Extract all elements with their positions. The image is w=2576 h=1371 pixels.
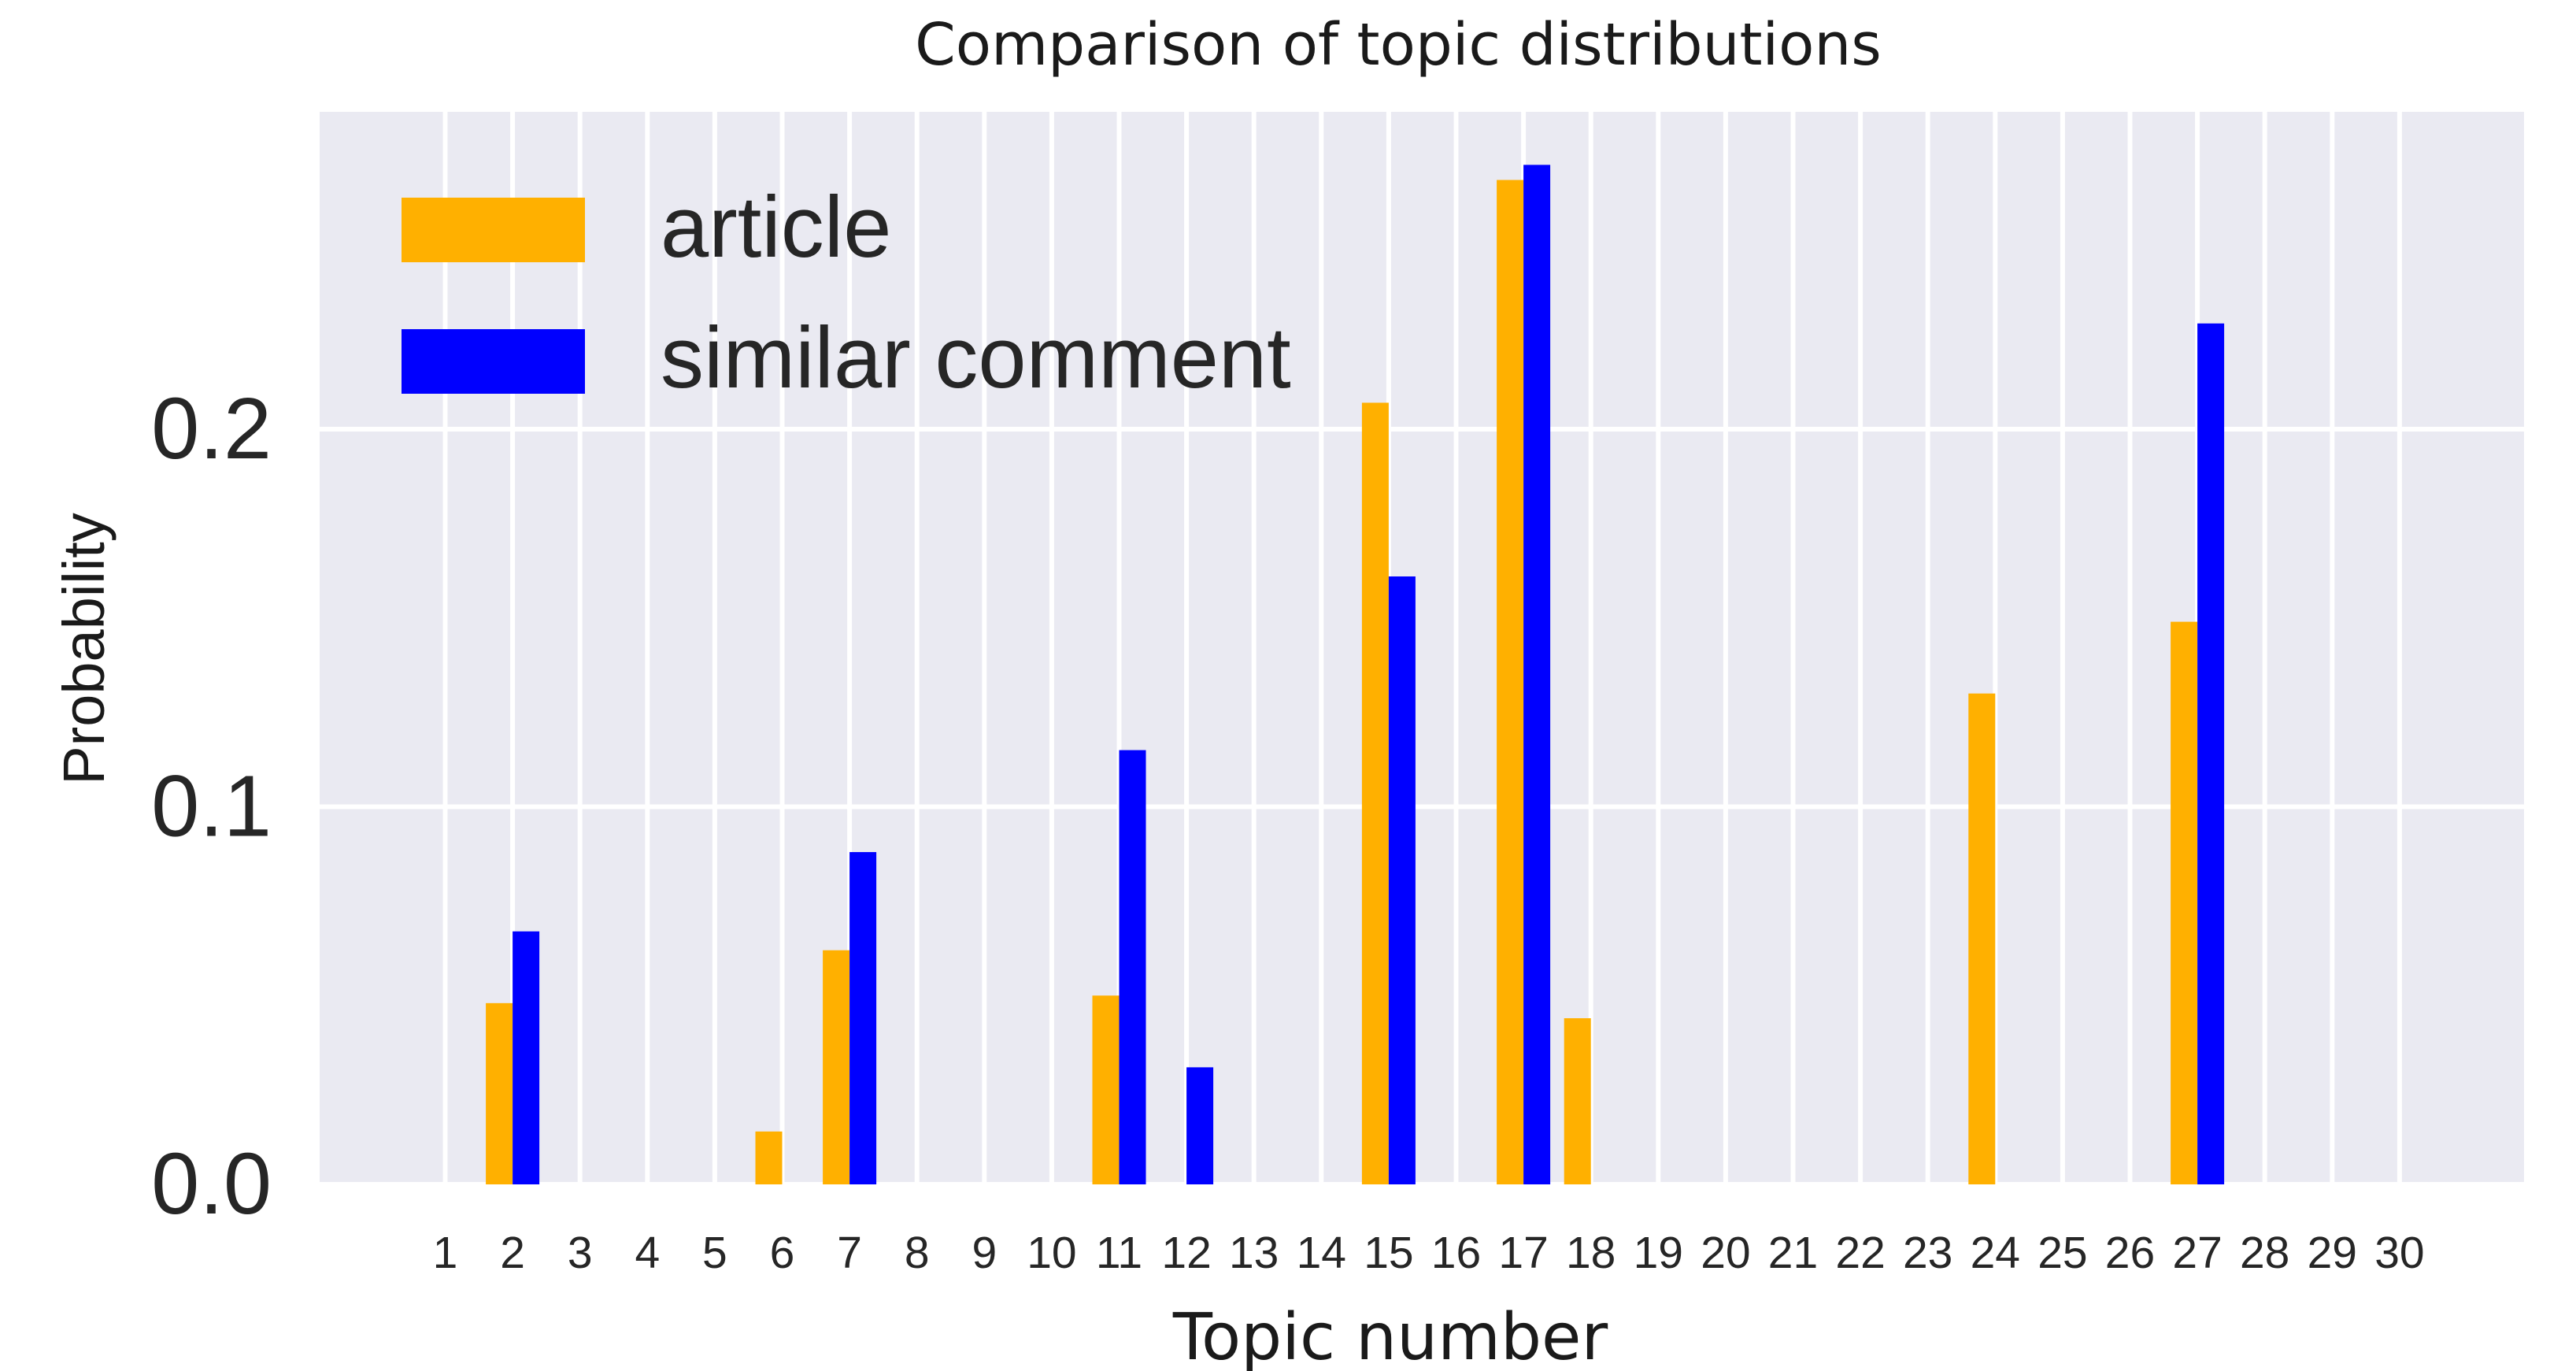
chart-title: Comparison of topic distributions bbox=[915, 11, 1882, 79]
legend-swatch-article bbox=[402, 198, 585, 262]
x-tick-label: 26 bbox=[2105, 1228, 2155, 1278]
bar-similar-comment-17 bbox=[1523, 165, 1551, 1185]
x-tick-label: 7 bbox=[837, 1228, 862, 1278]
x-tick-label: 22 bbox=[1835, 1228, 1885, 1278]
bar-article-27 bbox=[2171, 621, 2198, 1184]
x-tick-label: 14 bbox=[1297, 1228, 1346, 1278]
plot-area bbox=[320, 112, 2524, 1184]
bar-similar-comment-2 bbox=[513, 931, 540, 1184]
x-tick-label: 18 bbox=[1566, 1228, 1616, 1278]
bar-article-11 bbox=[1092, 995, 1120, 1184]
y-tick-labels: 0.0 0.1 0.2 bbox=[151, 380, 272, 1232]
bar-article-15 bbox=[1361, 402, 1389, 1184]
x-tick-label: 23 bbox=[1903, 1228, 1952, 1278]
x-tick-label: 1 bbox=[433, 1228, 458, 1278]
x-tick-label: 3 bbox=[568, 1228, 593, 1278]
y-axis-label: Probability bbox=[51, 513, 117, 785]
bar-similar-comment-11 bbox=[1119, 750, 1146, 1184]
x-tick-label: 9 bbox=[972, 1228, 997, 1278]
x-tick-label: 8 bbox=[905, 1228, 930, 1278]
x-tick-label: 24 bbox=[1971, 1228, 2020, 1278]
x-tick-label: 13 bbox=[1229, 1228, 1279, 1278]
bar-similar-comment-12 bbox=[1186, 1067, 1214, 1184]
legend: article similar comment bbox=[402, 179, 1291, 406]
x-tick-label: 6 bbox=[770, 1228, 795, 1278]
x-tick-label: 27 bbox=[2172, 1228, 2222, 1278]
bar-article-17 bbox=[1497, 180, 1524, 1184]
x-tick-label: 5 bbox=[702, 1228, 727, 1278]
x-tick-label: 15 bbox=[1364, 1228, 1413, 1278]
bar-similar-comment-15 bbox=[1388, 576, 1416, 1184]
x-tick-label: 25 bbox=[2037, 1228, 2087, 1278]
bar-article-2 bbox=[486, 1002, 513, 1184]
y-tick-label: 0.1 bbox=[151, 758, 272, 855]
bar-article-18 bbox=[1564, 1018, 1591, 1184]
x-tick-label: 20 bbox=[1701, 1228, 1750, 1278]
x-tick-label: 11 bbox=[1096, 1228, 1142, 1278]
x-axis-label: Topic number bbox=[1172, 1300, 1608, 1371]
bar-similar-comment-7 bbox=[849, 852, 877, 1184]
x-tick-label: 12 bbox=[1161, 1228, 1211, 1278]
legend-label-article: article bbox=[661, 179, 891, 276]
x-tick-label: 10 bbox=[1027, 1228, 1076, 1278]
x-tick-labels: 1 2 3 4 5 6 7 8 9 10 11 12 13 14 15 16 17 18 19 20 21 22 23 24 2… bbox=[433, 1228, 2425, 1278]
bar-similar-comment-27 bbox=[2197, 323, 2225, 1184]
x-tick-label: 30 bbox=[2374, 1228, 2424, 1278]
x-tick-label: 28 bbox=[2240, 1228, 2289, 1278]
bar-article-24 bbox=[1968, 693, 1996, 1184]
y-tick-label: 0.0 bbox=[151, 1136, 272, 1232]
x-tick-label: 29 bbox=[2308, 1228, 2357, 1278]
legend-swatch-similar-comment bbox=[402, 329, 585, 394]
legend-label-similar-comment: similar comment bbox=[661, 309, 1291, 406]
x-tick-label: 2 bbox=[500, 1228, 525, 1278]
bar-article-7 bbox=[823, 950, 850, 1184]
x-tick-label: 21 bbox=[1768, 1228, 1818, 1278]
bar-marks bbox=[486, 165, 2225, 1185]
x-tick-label: 19 bbox=[1634, 1228, 1683, 1278]
x-tick-label: 16 bbox=[1431, 1228, 1481, 1278]
bar-article-6 bbox=[755, 1131, 783, 1184]
y-tick-label: 0.2 bbox=[151, 380, 272, 477]
x-tick-label: 17 bbox=[1498, 1228, 1548, 1278]
x-tick-label: 4 bbox=[635, 1228, 660, 1278]
